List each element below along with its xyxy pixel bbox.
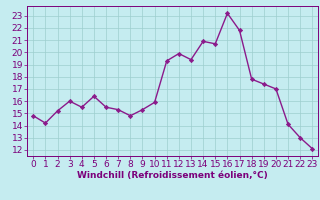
X-axis label: Windchill (Refroidissement éolien,°C): Windchill (Refroidissement éolien,°C) — [77, 171, 268, 180]
